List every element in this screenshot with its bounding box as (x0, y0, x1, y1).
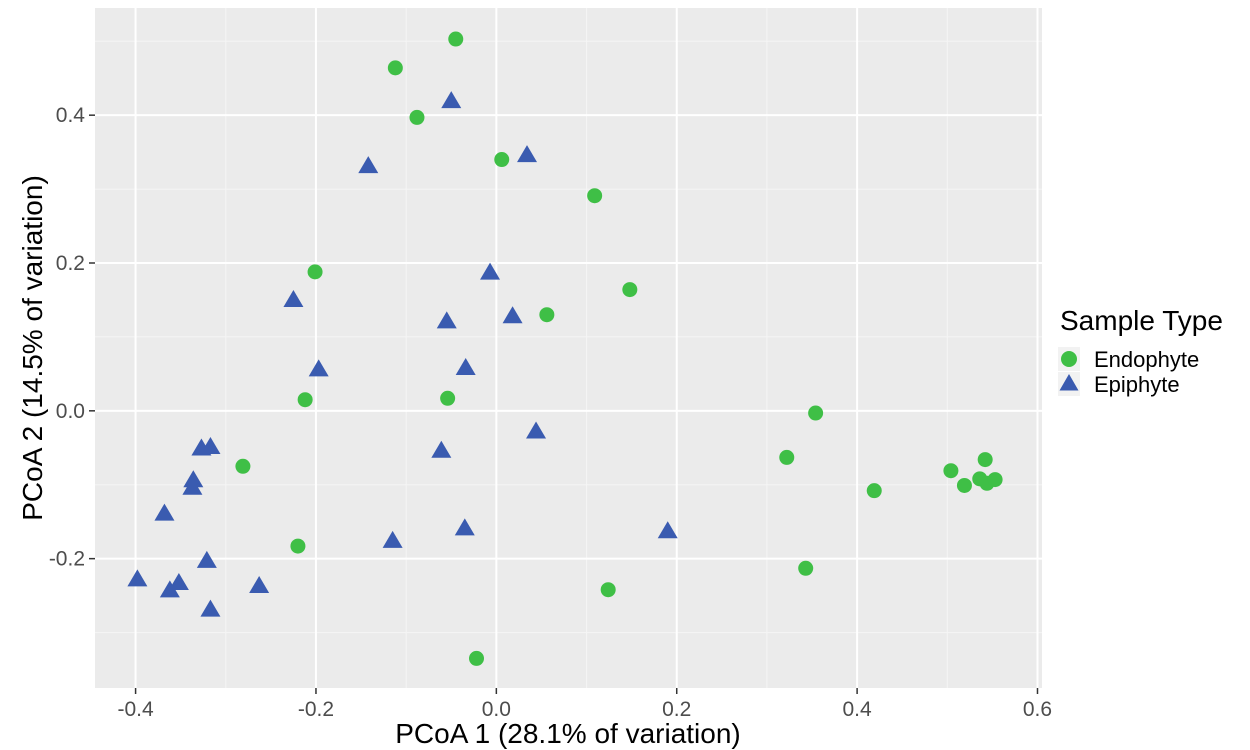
endophyte-point (539, 307, 555, 323)
epiphyte-point (168, 573, 189, 591)
endophyte-point (448, 31, 464, 47)
epiphyte-point (308, 359, 329, 377)
epiphyte-point (441, 91, 462, 109)
y-tick-label: 0.4 (56, 104, 86, 127)
endophyte-point (779, 449, 795, 465)
legend-key-epiphyte (1059, 374, 1079, 391)
epiphyte-point (183, 470, 204, 488)
endophyte-point (307, 264, 323, 280)
epiphyte-point (196, 550, 217, 568)
legend-label-endophyte: Endophyte (1094, 347, 1199, 372)
endophyte-point (469, 650, 485, 666)
y-tick-label: -0.2 (49, 548, 85, 571)
y-tick-label: 0.0 (56, 400, 85, 423)
endophyte-point (977, 452, 993, 468)
epiphyte-point (455, 357, 476, 375)
x-tick-label: -0.2 (298, 698, 334, 721)
endophyte-point (494, 152, 510, 168)
endophyte-point (866, 483, 882, 499)
epiphyte-point (249, 576, 270, 593)
epiphyte-point (154, 503, 175, 521)
y-axis-ticks: -0.2 0.0 0.2 0.4 (49, 104, 95, 571)
endophyte-point (798, 560, 814, 576)
epiphyte-point (454, 518, 475, 536)
endophyte-point (440, 390, 456, 406)
epiphyte-point (283, 289, 304, 307)
epiphyte-point (431, 440, 452, 458)
x-axis-ticks: -0.4 -0.2 0.0 0.2 0.4 0.6 (117, 688, 1052, 721)
endophyte-point (290, 538, 306, 554)
endophyte-point (387, 60, 403, 76)
epiphyte-point (159, 580, 180, 598)
epiphyte-point (200, 599, 221, 617)
endophyte-point (297, 392, 313, 408)
x-tick-label: 0.2 (662, 698, 691, 721)
legend: Sample Type Endophyte Epiphyte (1058, 305, 1223, 397)
epiphyte-point (382, 530, 403, 548)
plot-panel (95, 8, 1042, 688)
legend-label-epiphyte: Epiphyte (1094, 372, 1180, 397)
epiphyte-point (182, 477, 203, 495)
x-tick-label: 0.0 (482, 698, 511, 721)
x-tick-label: -0.4 (117, 698, 154, 721)
endophyte-point (587, 188, 603, 204)
endophyte-point (956, 477, 972, 493)
y-tick-label: 0.2 (56, 252, 85, 275)
data-points (127, 31, 1003, 666)
endophyte-point (987, 472, 1003, 488)
legend-title: Sample Type (1060, 305, 1223, 336)
epiphyte-point (358, 156, 379, 174)
endophyte-point (409, 109, 425, 125)
epiphyte-point (502, 306, 523, 324)
epiphyte-point (436, 311, 457, 329)
epiphyte-point (480, 262, 501, 280)
epiphyte-point (526, 421, 547, 439)
epiphyte-point (517, 145, 538, 163)
endophyte-point (943, 463, 959, 479)
major-gridlines (95, 8, 1042, 688)
epiphyte-point (127, 569, 148, 587)
epiphyte-point (657, 521, 678, 539)
x-axis-title: PCoA 1 (28.1% of variation) (395, 718, 741, 749)
x-tick-label: 0.6 (1023, 698, 1052, 721)
y-axis-title: PCoA 2 (14.5% of variation) (17, 175, 48, 521)
x-tick-label: 0.4 (843, 698, 873, 721)
endophyte-point (600, 582, 616, 598)
minor-gridlines (95, 8, 1042, 688)
epiphyte-point (191, 438, 212, 456)
endophyte-point (808, 405, 824, 421)
endophyte-point (235, 458, 251, 474)
legend-key-endophyte (1061, 351, 1077, 367)
endophyte-point (622, 282, 638, 298)
